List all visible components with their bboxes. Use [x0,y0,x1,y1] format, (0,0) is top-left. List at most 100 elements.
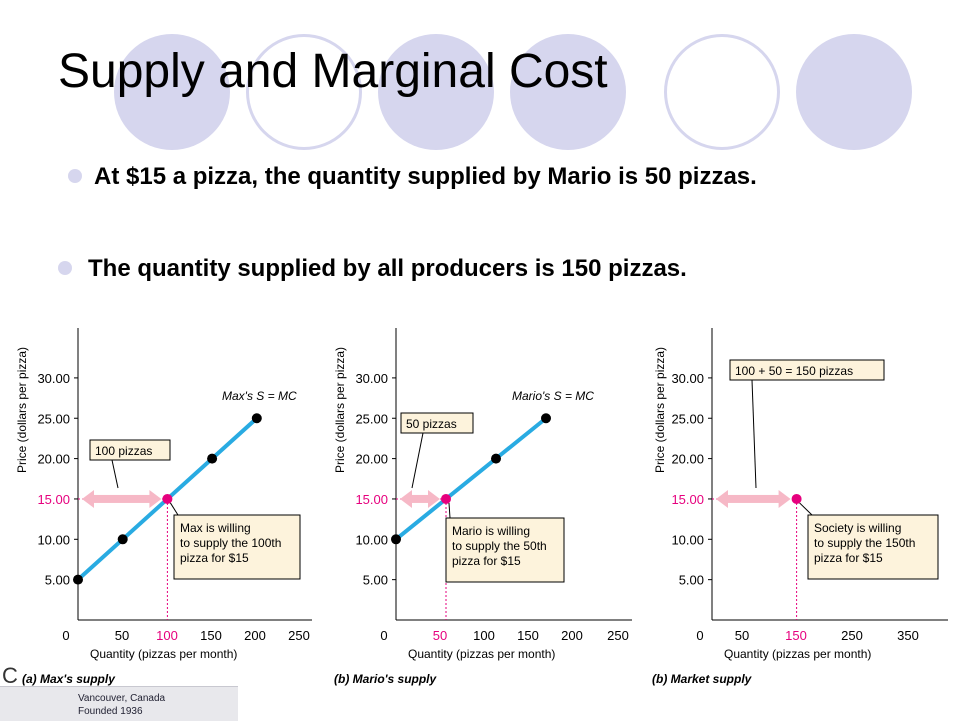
y-tick-label: 10.00 [355,532,388,547]
callout-box [173,514,301,580]
y-tick-label: 20.00 [671,452,704,467]
highlight-point [791,493,802,504]
callout-leader [448,502,451,519]
x-tick-label: 100 [156,628,178,643]
quantity-arrow-head [778,489,791,508]
panel-label: (b) Mario's supply [334,672,438,686]
curve-label: Max's S = MC [222,389,297,403]
panel-label: (a) Max's supply [22,672,116,686]
x-axis-label: Quantity (pizzas per month) [408,647,555,661]
x-tick-label: 50 [735,628,749,643]
x-axis-label: Quantity (pizzas per month) [724,647,871,661]
callout-text: to supply the 50th [452,539,547,553]
decor-circle-3 [510,34,626,150]
y-tick-label: 15.00 [355,492,388,507]
x-tick-label: 0 [696,628,703,643]
highlight-point [162,493,173,504]
data-point [251,413,262,424]
x-tick-label: 250 [841,628,863,643]
callout-text: Society is willing [814,521,901,535]
x-tick-label: 250 [288,628,310,643]
quantity-arrow-head [428,489,440,508]
y-tick-label: 30.00 [355,371,388,386]
y-tick-label: 10.00 [37,532,70,547]
decor-ring-1 [246,34,362,150]
data-point [541,413,551,424]
quantity-label: 100 pizzas [95,444,152,458]
bullet-text: The quantity supplied by all producers i… [88,255,687,282]
quantity-arrow-head [400,489,412,508]
x-tick-label: 250 [607,628,629,643]
y-tick-label: 5.00 [679,573,704,588]
supply-charts: 5.00 10.00 15.00 20.00 25.00 30.00 0 50 100 150 20… [15,328,948,686]
label-leader [111,459,119,489]
callout-text: Max is willing [180,521,251,535]
panel-label: (b) Market supply [652,672,753,686]
y-tick-label: 5.00 [45,573,70,588]
x-tick-label: 200 [244,628,266,643]
y-tick-label: 20.00 [37,452,70,467]
y-tick-label: 30.00 [37,371,70,386]
callout-text: to supply the 100th [180,536,281,550]
logo-line: Vancouver, Canada [78,693,166,704]
label-leader [751,379,757,489]
callout-text: pizza for $15 [180,551,249,565]
logo-mark: C [2,663,18,688]
x-axis-label: Quantity (pizzas per month) [90,647,237,661]
x-tick-label: 200 [561,628,583,643]
bullet-item: The quantity supplied by all producers i… [58,252,948,286]
quantity-arrow-body [409,494,431,503]
data-point [117,534,128,545]
y-tick-label: 5.00 [363,573,388,588]
y-tick-label: 25.00 [355,411,388,426]
quantity-arrow-head [149,489,162,508]
x-tick-label: 350 [897,628,919,643]
x-tick-label: 150 [785,628,807,643]
bullet-dot [68,169,82,183]
page-title: Supply and Marginal Cost [58,45,608,98]
logo-line: Founded 1936 [78,706,143,717]
quantity-label: 100 + 50 = 150 pizzas [735,364,853,378]
decor-ring-2 [664,34,780,150]
label-leader [411,432,424,489]
bullet-item: At $15 a pizza, the quantity supplied by… [68,160,894,194]
supply-curve [394,416,548,542]
quantity-arrow-body [91,494,153,503]
decor-circle-1 [114,34,230,150]
x-tick-label: 150 [200,628,222,643]
quantity-label-box [89,439,171,461]
data-point [391,534,401,545]
callout-leader [799,502,813,516]
y-tick-label: 25.00 [37,411,70,426]
x-tick-label: 50 [115,628,129,643]
y-tick-label: 15.00 [37,492,70,507]
quantity-label-box [729,359,885,381]
callout-text: to supply the 150th [814,536,915,550]
callout-text: Mario is willing [452,524,530,538]
y-axis-label: Price (dollars per pizza) [15,347,29,473]
bullet-text: At $15 a pizza, the quantity supplied by… [94,163,757,190]
decor-circle-2 [378,34,494,150]
callout-leader [169,502,179,516]
y-tick-label: 15.00 [671,492,704,507]
y-axis-label: Price (dollars per pizza) [653,347,667,473]
x-tick-label: 150 [517,628,539,643]
curve-label: Mario's S = MC [512,389,594,403]
x-tick-label: 100 [473,628,495,643]
y-tick-label: 10.00 [671,532,704,547]
highlight-point [441,493,451,504]
callout-text: pizza for $15 [814,551,883,565]
quantity-arrow-head [82,489,94,508]
quantity-label-box [400,412,474,434]
x-tick-label: 50 [433,628,447,643]
data-point [73,574,83,585]
data-point [491,453,501,464]
x-tick-label: 0 [380,628,387,643]
quantity-label: 50 pizzas [406,417,457,431]
quantity-arrow-head [716,489,728,508]
y-tick-label: 25.00 [671,411,704,426]
decor-circle-4 [796,34,912,150]
callout-box [445,517,565,583]
x-tick-label: 0 [62,628,69,643]
y-tick-label: 30.00 [671,371,704,386]
